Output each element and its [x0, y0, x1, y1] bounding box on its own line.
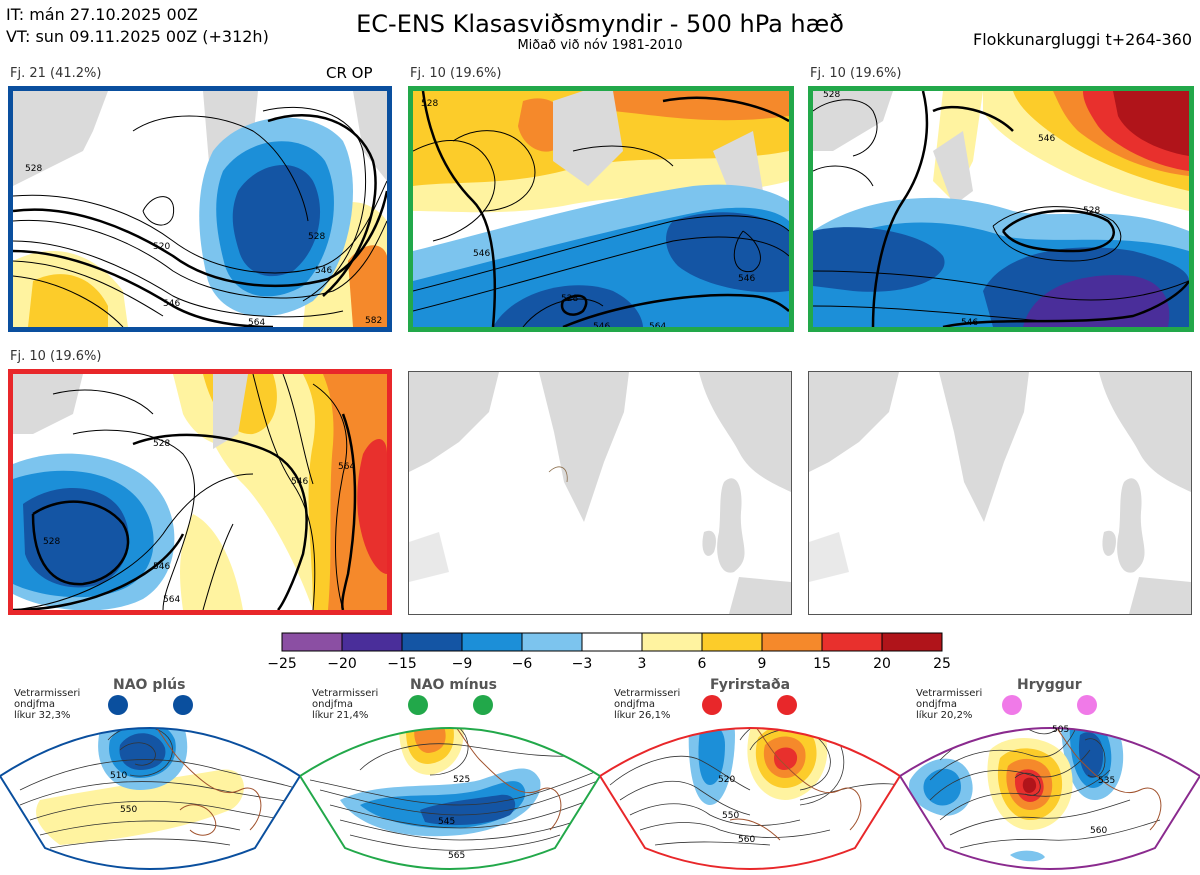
- panel-2-label: Fj. 10 (19.6%): [410, 66, 502, 81]
- colorbar-tick-label: 6: [697, 656, 707, 672]
- regime-4-map: 505 535 560: [898, 690, 1200, 875]
- colorbar-swatch: [881, 632, 943, 652]
- regime-1-contour: 550: [120, 805, 137, 815]
- colorbar-tick-label: −3: [571, 656, 593, 672]
- panel-4-label: Fj. 10 (19.6%): [10, 349, 102, 364]
- empty-map-5: [408, 371, 792, 615]
- colorbar-tick-label: −6: [511, 656, 533, 672]
- colorbar-swatch: [821, 632, 883, 652]
- colorbar: [280, 632, 944, 656]
- colorbar-swatch: [461, 632, 523, 652]
- regime-3-contour: 520: [718, 775, 735, 785]
- contour-label: 528: [308, 232, 325, 242]
- contour-label: 528: [25, 164, 42, 174]
- regime-3-probability: Vetrarmisseri ondjfma líkur 26,1%: [614, 688, 681, 721]
- contour-label: 546: [961, 318, 978, 327]
- regime-4-contour: 560: [1090, 826, 1107, 836]
- contour-label: 528: [421, 99, 438, 109]
- regime-1-title: NAO plús: [113, 677, 186, 693]
- contour-label: 528: [43, 537, 60, 547]
- contour-label: 546: [1038, 134, 1055, 144]
- regime-3-map: 520 550 560: [598, 690, 902, 875]
- colorbar-swatch: [401, 632, 463, 652]
- colorbar-swatch: [341, 632, 403, 652]
- colorbar-swatch: [581, 632, 643, 652]
- regime-1-map: 510 550: [0, 690, 302, 875]
- contour-label: 520: [153, 242, 170, 252]
- contour-label: 564: [163, 595, 180, 605]
- page-title: EC-ENS Klasasviðsmyndir - 500 hPa hæð: [356, 10, 844, 38]
- regime-2-map: 525 545 565: [298, 690, 602, 875]
- contour-label: 546: [163, 299, 180, 309]
- colorbar-swatch: [641, 632, 703, 652]
- panel-3-label: Fj. 10 (19.6%): [810, 66, 902, 81]
- colorbar-tick-label: 9: [757, 656, 767, 672]
- regime-4-contour: 535: [1098, 776, 1115, 786]
- regime-3-title: Fyrirstaða: [710, 677, 791, 693]
- regime-2-contour: 565: [448, 851, 465, 861]
- contour-label: 546: [473, 249, 490, 259]
- colorbar-tick-label: 25: [933, 656, 951, 672]
- regime-2-probability: Vetrarmisseri ondjfma líkur 21,4%: [312, 688, 379, 721]
- contour-label: 528: [823, 91, 840, 100]
- colorbar-tick-label: −9: [451, 656, 473, 672]
- colorbar-tick-label: 3: [637, 656, 647, 672]
- colorbar-tick-label: −20: [327, 656, 357, 672]
- contour-label: 564: [649, 322, 666, 327]
- cluster-map-4: 528 546 564 528 546 564: [8, 369, 392, 615]
- regime-2-contour: 525: [453, 775, 470, 785]
- regime-3-contour: 560: [738, 835, 755, 845]
- colorbar-swatch: [761, 632, 823, 652]
- empty-map-6: [808, 371, 1192, 615]
- contour-label: 546: [593, 322, 610, 327]
- page-subtitle: Miðað við nóv 1981-2010: [517, 38, 683, 53]
- regime-1-contour: 510: [110, 771, 127, 781]
- contour-label: 546: [291, 477, 308, 487]
- contour-label: 564: [248, 318, 265, 327]
- valid-time: VT: sun 09.11.2025 00Z (+312h): [6, 27, 269, 46]
- colorbar-tick-label: 20: [873, 656, 891, 672]
- panel-1-op-label: CR OP: [326, 64, 373, 82]
- contour-label: 546: [738, 274, 755, 284]
- header-info: IT: mán 27.10.2025 00Z VT: sun 09.11.202…: [6, 4, 269, 48]
- regime-4-contour: 505: [1052, 725, 1069, 735]
- contour-label: 582: [365, 316, 382, 326]
- contour-label: 528: [1083, 206, 1100, 216]
- regime-1-probability: Vetrarmisseri ondjfma líkur 32,3%: [14, 688, 81, 721]
- classification-window: Flokkunargluggi t+264-360: [973, 30, 1192, 49]
- contour-label: 528: [561, 294, 578, 304]
- regime-4-title: Hryggur: [1017, 677, 1082, 693]
- contour-label: 546: [315, 266, 332, 276]
- regime-2-contour: 545: [438, 817, 455, 827]
- cluster-map-2: 528 546 528 546 564 546: [408, 86, 794, 332]
- contour-label: 564: [338, 462, 355, 472]
- colorbar-swatch: [701, 632, 763, 652]
- init-time: IT: mán 27.10.2025 00Z: [6, 5, 198, 24]
- colorbar-swatch: [521, 632, 583, 652]
- regime-4-probability: Vetrarmisseri ondjfma líkur 20,2%: [916, 688, 983, 721]
- colorbar-tick-label: −25: [267, 656, 297, 672]
- colorbar-tick-label: −15: [387, 656, 417, 672]
- contour-label: 528: [153, 439, 170, 449]
- contour-label: 546: [153, 562, 170, 572]
- cluster-map-3: 528 546 528 546: [808, 86, 1194, 332]
- colorbar-tick-label: 15: [813, 656, 831, 672]
- cluster-map-1: 528 520 546 528 546 564 582: [8, 86, 392, 332]
- regime-3-contour: 550: [722, 811, 739, 821]
- colorbar-swatch: [281, 632, 343, 652]
- panel-1-label: Fj. 21 (41.2%): [10, 66, 102, 81]
- regime-2-title: NAO mínus: [410, 677, 497, 693]
